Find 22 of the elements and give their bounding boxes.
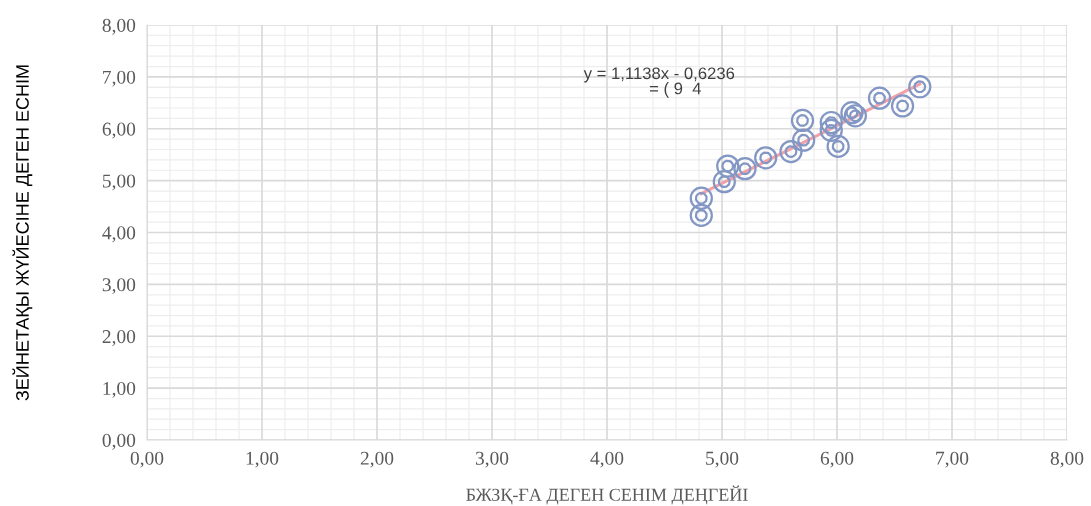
- x-tick-label: 1,00: [246, 451, 279, 468]
- x-tick-label: 7,00: [936, 451, 969, 468]
- y-tick-label: 8,00: [102, 18, 136, 35]
- y-tick-label: 2,00: [102, 330, 136, 346]
- annotation: = ( 9 4: [649, 82, 701, 98]
- x-tick-label: 2,00: [360, 451, 394, 468]
- y-tick-label: 4,00: [102, 226, 136, 243]
- y-tick-label: 3,00: [102, 278, 136, 295]
- y-axis-title: ЗЕЙНЕТАҚЫ ЖҮЙЕСІНЕ ДЕГЕН ЕСНІМ: [12, 65, 33, 401]
- x-tick-label: 0,00: [130, 451, 164, 468]
- x-tick-label: 3,00: [475, 451, 509, 468]
- y-tick-label: 7,00: [103, 70, 136, 87]
- x-tick-label: 4,00: [590, 451, 624, 468]
- x-axis-title: БЖЗҚ-ҒА ДЕГЕН СЕНІМ ДЕҢГЕЙІ: [466, 485, 748, 505]
- y-tick-label: 0,00: [102, 433, 136, 450]
- y-tick-label: 5,00: [102, 174, 136, 191]
- x-tick-label: 8,00: [1050, 451, 1084, 468]
- x-tick-label: 5,00: [706, 451, 739, 468]
- y-tick-label: 6,00: [102, 122, 136, 139]
- y-tick-label: 1,00: [103, 381, 136, 398]
- annotation: y = 1,1138x - 0,6236: [583, 67, 735, 83]
- x-tick-label: 6,00: [820, 451, 854, 468]
